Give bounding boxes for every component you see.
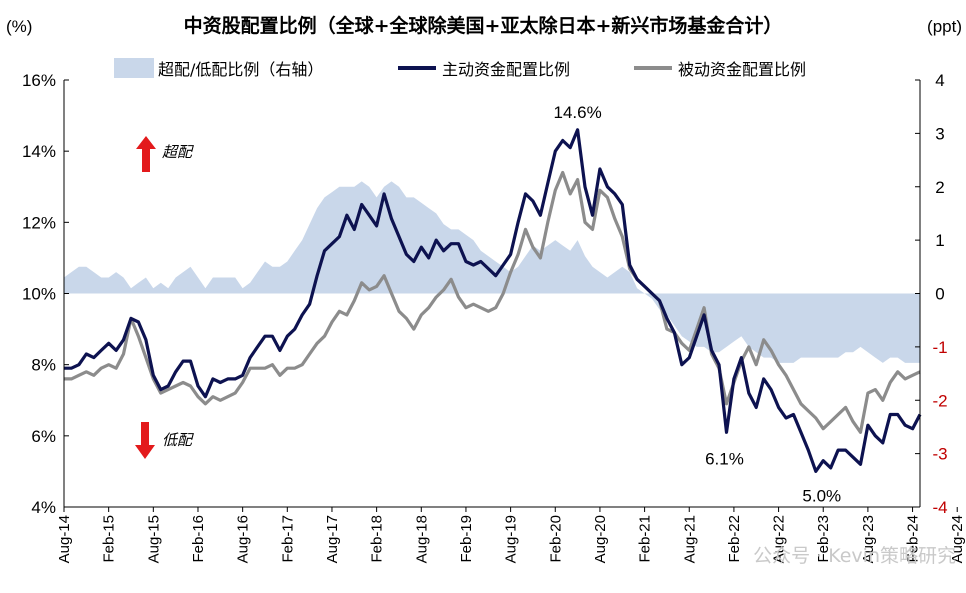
x-tick-label: Aug-24 xyxy=(949,515,966,563)
left-tick-label: 16% xyxy=(22,71,56,90)
x-tick-label: Feb-16 xyxy=(190,515,207,563)
x-tick-label: Aug-16 xyxy=(235,515,252,563)
right-tick-label: -2 xyxy=(932,391,947,410)
right-tick-label: -1 xyxy=(932,338,947,357)
chart-title: 中资股配置比例（全球+全球除美国+亚太除日本+新兴市场基金合计） xyxy=(184,14,783,37)
x-tick-label: Aug-17 xyxy=(324,515,341,563)
legend-swatch-overweight xyxy=(114,58,154,78)
x-tick-label: Feb-21 xyxy=(637,515,654,563)
underweight-marker: 低配 xyxy=(135,422,194,459)
x-tick-label: Aug-18 xyxy=(413,515,430,563)
legend-label-passive: 被动资金配置比例 xyxy=(678,60,806,79)
watermark: 公众号 · Kevin策略研究 xyxy=(753,545,956,567)
right-axis-ticks: -4 -3 -2 -1 0 1 2 3 4 xyxy=(915,71,948,517)
legend: 超配/低配比例（右轴） 主动资金配置比例 被动资金配置比例 xyxy=(114,58,806,79)
right-tick-label: -4 xyxy=(932,498,947,517)
right-tick-label: 1 xyxy=(935,231,944,250)
right-tick-label: 2 xyxy=(935,178,944,197)
x-tick-label: Aug-20 xyxy=(592,515,609,563)
left-tick-label: 4% xyxy=(31,498,56,517)
legend-label-overweight: 超配/低配比例（右轴） xyxy=(158,60,323,79)
series-line-passive xyxy=(64,170,921,434)
up-arrow-icon xyxy=(136,136,156,172)
x-axis-ticks: Aug-14 Feb-15 Aug-15 Feb-16 Aug-16 Feb-17 Aug-… xyxy=(56,507,966,563)
x-tick-label: Aug-14 xyxy=(56,515,73,563)
x-tick-label: Aug-21 xyxy=(681,515,698,563)
data-label: 5.0% xyxy=(802,486,841,505)
right-tick-label: -3 xyxy=(932,445,947,464)
right-tick-label: 4 xyxy=(935,71,944,90)
overweight-label: 超配 xyxy=(162,143,194,161)
left-tick-label: 10% xyxy=(22,285,56,304)
x-tick-label: Aug-19 xyxy=(503,515,520,563)
right-tick-label: 0 xyxy=(935,285,944,304)
x-tick-label: Feb-22 xyxy=(726,515,743,563)
plot-area xyxy=(64,128,922,473)
left-tick-label: 12% xyxy=(22,213,56,232)
x-tick-label: Feb-19 xyxy=(458,515,475,563)
legend-label-active: 主动资金配置比例 xyxy=(442,60,570,79)
x-tick-label: Aug-23 xyxy=(860,515,877,563)
x-tick-label: Feb-24 xyxy=(905,515,922,563)
right-axis-unit: (ppt) xyxy=(927,17,962,36)
overweight-marker: 超配 xyxy=(136,136,194,172)
x-tick-label: Feb-20 xyxy=(547,515,564,563)
annotations: 14.6% 6.1% 5.0% xyxy=(553,103,841,506)
x-tick-label: Feb-18 xyxy=(369,515,386,563)
x-tick-label: Aug-22 xyxy=(771,515,788,563)
left-axis-ticks: 4% 6% 8% 10% 12% 14% 16% xyxy=(22,71,69,517)
down-arrow-icon xyxy=(135,422,155,459)
underweight-label: 低配 xyxy=(162,431,194,449)
x-tick-label: Feb-23 xyxy=(815,515,832,563)
left-axis-unit: (%) xyxy=(6,17,32,36)
x-tick-label: Aug-15 xyxy=(145,515,162,563)
data-label: 14.6% xyxy=(553,103,601,122)
data-label: 6.1% xyxy=(705,449,744,468)
x-tick-label: Feb-15 xyxy=(101,515,118,563)
x-tick-label: Feb-17 xyxy=(279,515,296,563)
left-tick-label: 8% xyxy=(31,356,56,375)
left-tick-label: 6% xyxy=(31,427,56,446)
left-tick-label: 14% xyxy=(22,142,56,161)
right-tick-label: 3 xyxy=(935,124,944,143)
series-line-active xyxy=(64,128,922,473)
